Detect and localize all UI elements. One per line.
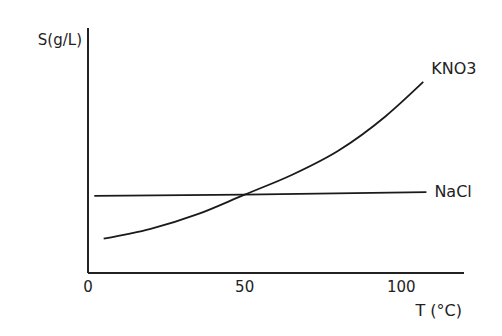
svg-text:0: 0 bbox=[83, 278, 93, 296]
svg-text:KNO3: KNO3 bbox=[431, 59, 476, 78]
svg-text:NaCl: NaCl bbox=[434, 182, 471, 201]
svg-text:S(g/L): S(g/L) bbox=[38, 31, 82, 49]
svg-text:T (°C): T (°C) bbox=[414, 301, 462, 320]
svg-text:100: 100 bbox=[387, 278, 416, 296]
svg-text:50: 50 bbox=[235, 278, 254, 296]
